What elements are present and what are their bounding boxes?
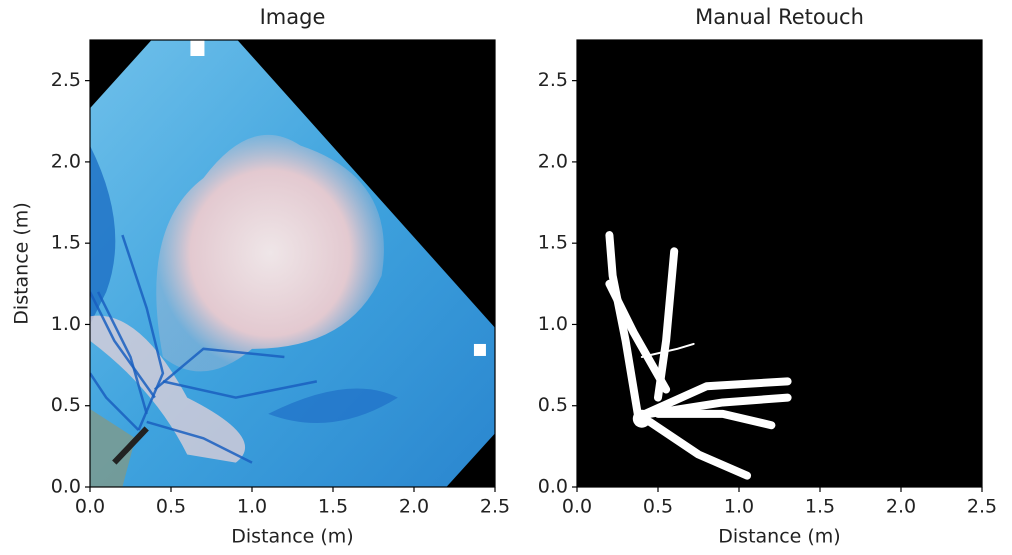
x-tick-label: 0.5 bbox=[156, 496, 186, 518]
y-tick-label: 2.5 bbox=[538, 69, 568, 91]
x-tick-label: 2.5 bbox=[967, 496, 997, 518]
x-tick-label: 1.5 bbox=[805, 496, 835, 518]
panel: Image Distance (m) Distance (m) 0.0 0.5 1.0 1.… bbox=[11, 5, 511, 548]
y-tick-label: 2.0 bbox=[538, 150, 568, 172]
y-tick-label: 0.0 bbox=[51, 476, 81, 498]
x-tick-label: 1.5 bbox=[318, 496, 348, 518]
y-tick-label: 1.5 bbox=[538, 232, 568, 254]
x-tick-label: 0.0 bbox=[75, 496, 105, 518]
image bbox=[577, 40, 982, 487]
panel: Manual Retouch Distance (m) 0.0 0.5 1.0 1.5 2.… bbox=[538, 5, 997, 548]
y-tick-label: 0.5 bbox=[51, 394, 81, 416]
y-tick-label: 1.5 bbox=[51, 232, 81, 254]
light-reflection bbox=[474, 344, 486, 356]
x-tick-label: 1.0 bbox=[237, 496, 267, 518]
x-tick-label: 2.5 bbox=[480, 496, 510, 518]
y-tick-label: 0.5 bbox=[538, 394, 568, 416]
y-tick-label: 1.0 bbox=[538, 313, 568, 335]
y-tick-label: 0.0 bbox=[538, 476, 568, 498]
x-axis-label: Distance (m) bbox=[231, 526, 353, 548]
y-tick-label: 1.0 bbox=[51, 313, 81, 335]
y-tick-label: 2.0 bbox=[51, 150, 81, 172]
image bbox=[90, 40, 495, 487]
figure: Image Distance (m) Distance (m) 0.0 0.5 1.0 1.… bbox=[0, 0, 1012, 551]
panel-title: Manual Retouch bbox=[695, 5, 864, 29]
x-tick-label: 1.0 bbox=[724, 496, 754, 518]
x-axis-label: Distance (m) bbox=[718, 526, 840, 548]
y-tick-label: 2.5 bbox=[51, 69, 81, 91]
retouch-branch bbox=[633, 410, 651, 428]
x-tick-label: 0.5 bbox=[643, 496, 673, 518]
panel-title: Image bbox=[260, 5, 326, 29]
light-reflection bbox=[190, 40, 204, 56]
x-tick-label: 0.0 bbox=[562, 496, 592, 518]
x-tick-label: 2.0 bbox=[399, 496, 429, 518]
y-axis-label: Distance (m) bbox=[11, 202, 33, 324]
x-tick-label: 2.0 bbox=[886, 496, 916, 518]
